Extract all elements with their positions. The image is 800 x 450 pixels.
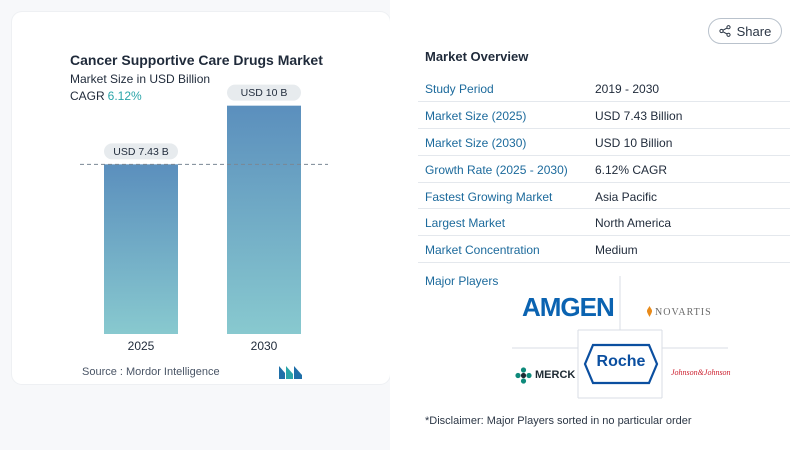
data-label-pill xyxy=(227,84,301,101)
merck-mark-icon xyxy=(515,367,532,384)
bar-chart: USD 7.43 B 2025 USD 10 B 2030 xyxy=(80,84,328,353)
overview-row-largest-market: Largest Market North America xyxy=(418,209,790,237)
overview-value: North America xyxy=(595,216,672,231)
x-tick-label: 2025 xyxy=(128,339,155,353)
overview-row-market-size-2030: Market Size (2030) USD 10 Billion xyxy=(418,129,790,156)
cagr-value: 6.12% xyxy=(107,89,142,103)
overview-row-study-period: Study Period 2019 - 2030 xyxy=(418,75,790,102)
source-text: Source : Mordor Intelligence xyxy=(82,366,220,378)
market-overview-panel xyxy=(390,0,800,450)
overview-row-fastest-growing: Fastest Growing Market Asia Pacific xyxy=(418,183,790,210)
overview-row-market-size-2025: Market Size (2025) USD 7.43 Billion xyxy=(418,102,790,129)
mordor-logo-icon xyxy=(279,366,302,379)
overview-label: Market Size (2025) xyxy=(425,108,527,123)
data-label: USD 7.43 B xyxy=(113,146,168,158)
overview-row-concentration: Market Concentration Medium xyxy=(418,236,790,264)
x-tick-label: 2030 xyxy=(251,339,278,353)
amgen-logo: AMGEN xyxy=(522,292,615,322)
overview-value: USD 7.43 Billion xyxy=(595,108,683,123)
share-label: Share xyxy=(736,23,772,39)
disclaimer-text: *Disclaimer: Major Players sorted in no … xyxy=(425,415,692,427)
merck-logo: MERCK xyxy=(535,369,576,381)
overview-value: Asia Pacific xyxy=(595,189,658,204)
share-icon xyxy=(719,25,731,37)
overview-label: Fastest Growing Market xyxy=(425,189,553,204)
overview-label: Growth Rate (2025 - 2030) xyxy=(425,162,568,177)
overview-label: Largest Market xyxy=(425,216,506,231)
chart-title: Cancer Supportive Care Drugs Market xyxy=(70,52,323,68)
johnson-and-johnson-logo: Johnson&Johnson xyxy=(671,368,731,377)
overview-value: 2019 - 2030 xyxy=(595,82,660,96)
roche-hexagon-icon xyxy=(583,343,659,385)
novartis-logo: NOVARTIS xyxy=(655,307,712,318)
overview-value: USD 10 Billion xyxy=(595,135,673,150)
chart-subtitle: Market Size in USD Billion xyxy=(70,72,211,86)
novartis-flame-icon xyxy=(646,306,653,317)
roche-logo: Roche xyxy=(596,353,646,370)
overview-label: Market Size (2030) xyxy=(425,135,527,150)
overview-title: Market Overview xyxy=(425,49,529,64)
overview-label: Study Period xyxy=(425,82,494,96)
overview-table: Study Period 2019 - 2030 Market Size (20… xyxy=(418,75,790,264)
overview-value: 6.12% CAGR xyxy=(595,162,668,177)
share-button[interactable]: Share xyxy=(708,18,782,44)
data-label: USD 10 B xyxy=(241,87,288,99)
overview-label: Market Concentration xyxy=(425,243,540,258)
overview-value: Medium xyxy=(595,243,638,258)
chart-cagr: CAGR 6.12% xyxy=(70,89,142,103)
overview-row-growth-rate: Growth Rate (2025 - 2030) 6.12% CAGR xyxy=(418,156,790,183)
chart-card xyxy=(12,12,390,384)
data-label-pill xyxy=(104,143,178,160)
bar-2030 xyxy=(227,105,301,335)
bar-2025 xyxy=(104,164,178,334)
cagr-label: CAGR xyxy=(70,89,105,103)
major-players-label: Major Players xyxy=(425,274,499,288)
